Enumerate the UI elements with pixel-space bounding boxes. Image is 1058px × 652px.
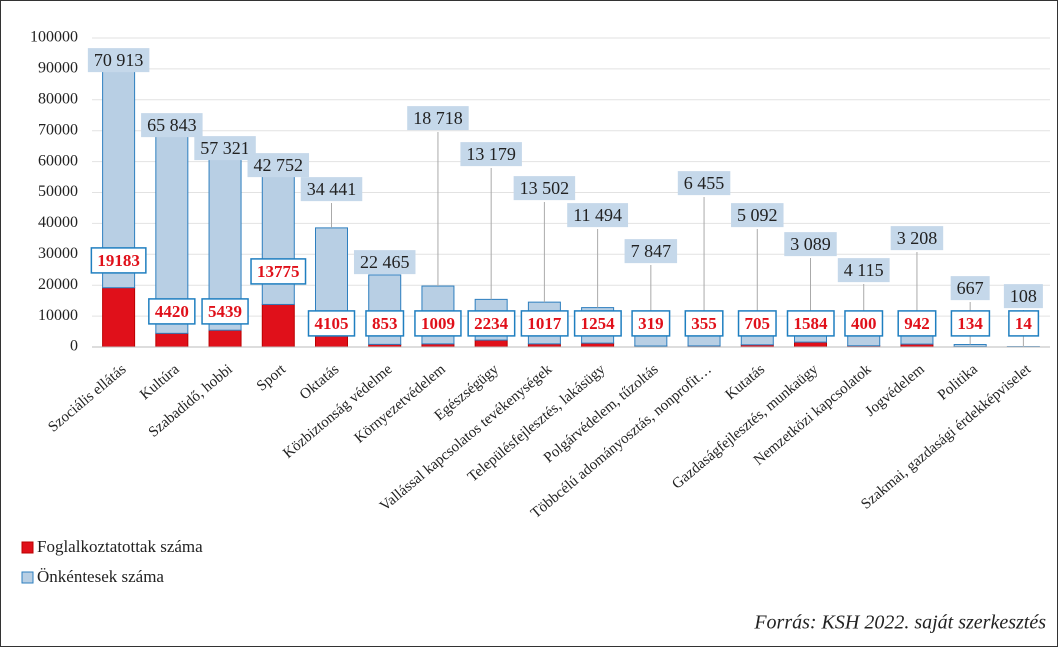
- y-tick-label: 60000: [38, 152, 78, 169]
- legend-label: Önkéntesek száma: [37, 567, 164, 586]
- bar-segment: [795, 342, 827, 347]
- value-label: 319: [638, 314, 664, 333]
- value-label: 70 913: [94, 50, 144, 70]
- value-label: 400: [851, 314, 877, 333]
- value-label: 5439: [208, 302, 242, 321]
- y-tick-label: 0: [70, 338, 78, 355]
- x-tick-label: Sport: [254, 361, 290, 395]
- bar-segment: [582, 343, 614, 347]
- bar-segment: [475, 340, 507, 347]
- legend-label: Foglalkoztatottak száma: [37, 537, 203, 556]
- x-tick-label: Oktatás: [297, 361, 343, 403]
- value-label: 5 092: [737, 205, 778, 225]
- value-label: 22 465: [360, 252, 410, 272]
- legend-swatch: [22, 542, 33, 553]
- value-label: 13775: [257, 262, 300, 281]
- value-label: 6 455: [684, 173, 725, 193]
- value-label: 667: [957, 278, 984, 298]
- y-tick-label: 10000: [38, 307, 78, 324]
- value-label: 853: [372, 314, 398, 333]
- value-label: 4 115: [844, 260, 884, 280]
- value-label: 2234: [474, 314, 509, 333]
- value-label: 355: [691, 314, 717, 333]
- value-label: 13 502: [520, 178, 570, 198]
- x-tick-label: Környezetvédelem: [352, 361, 449, 446]
- y-tick-label: 90000: [38, 60, 78, 77]
- value-label: 3 089: [790, 234, 831, 254]
- value-label: 7 847: [631, 241, 672, 261]
- y-tick-label: 20000: [38, 276, 78, 293]
- y-tick-label: 80000: [38, 90, 78, 107]
- value-label: 134: [957, 314, 983, 333]
- value-label: 34 441: [307, 179, 357, 199]
- x-tick-label: Szociális ellátás: [45, 361, 129, 435]
- value-label: 4105: [315, 314, 349, 333]
- value-label: 18 718: [413, 108, 463, 128]
- x-tick-label: Kutatás: [723, 361, 769, 403]
- x-tick-label: Kultúra: [137, 361, 183, 403]
- x-tick-label: Politika: [935, 361, 981, 403]
- value-label: 13 179: [466, 144, 516, 164]
- value-label: 1017: [527, 314, 562, 333]
- bar-segment: [156, 333, 188, 347]
- value-label: 14: [1015, 314, 1033, 333]
- y-tick-label: 50000: [38, 183, 78, 200]
- value-label: 1254: [581, 314, 616, 333]
- source: Forrás: KSH 2022. saját szerkesztés: [753, 612, 1046, 634]
- value-label: 11 494: [573, 205, 622, 225]
- value-label: 19183: [97, 251, 140, 270]
- y-tick-label: 40000: [38, 214, 78, 231]
- value-label: 108: [1010, 286, 1037, 306]
- bar-segment: [103, 288, 135, 347]
- value-label: 4420: [155, 302, 189, 321]
- x-tick-label: Jogvédelem: [863, 361, 928, 420]
- value-label: 942: [904, 314, 930, 333]
- bar-segment: [209, 330, 241, 347]
- value-label: 705: [745, 314, 771, 333]
- y-tick-label: 30000: [38, 245, 78, 262]
- value-label: 1584: [794, 314, 829, 333]
- value-label: 42 752: [254, 155, 304, 175]
- value-label: 65 843: [147, 115, 197, 135]
- y-tick-label: 70000: [38, 121, 78, 138]
- value-label: 3 208: [897, 228, 938, 248]
- legend-swatch: [22, 572, 33, 583]
- bar-segment: [262, 304, 294, 347]
- value-label: 57 321: [200, 138, 250, 158]
- bar-segment: [954, 345, 986, 347]
- y-tick-label: 100000: [30, 29, 78, 46]
- value-label: 1009: [421, 314, 455, 333]
